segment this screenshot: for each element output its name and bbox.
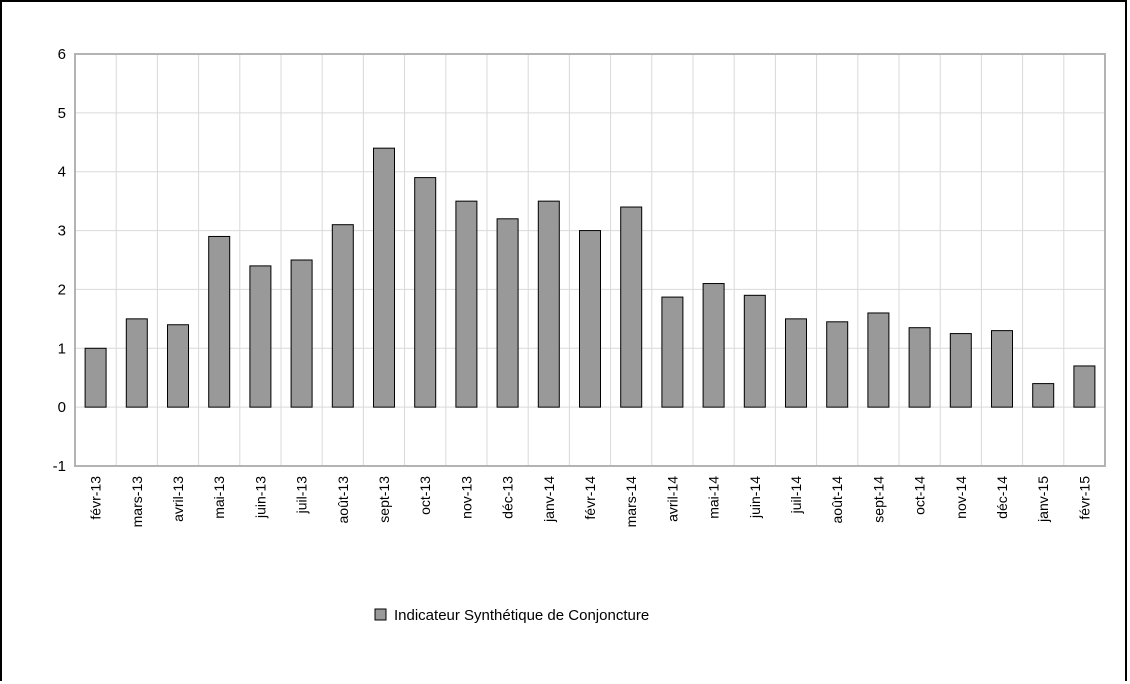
x-tick-label: déc-14 (994, 476, 1010, 519)
legend: Indicateur Synthétique de Conjoncture (374, 607, 649, 624)
bar-avril-13 (167, 324, 189, 408)
x-tick-label: sept-14 (870, 476, 886, 523)
x-tick-label: mai-14 (706, 476, 722, 519)
bar-déc-13 (496, 218, 519, 408)
x-tick-label: juil-14 (788, 476, 804, 515)
x-tick-label: sept-13 (376, 476, 392, 523)
x-axis-ticks: févr-13 mars-13 avril-13 mai-13 juin-13 juil-… (88, 476, 1093, 528)
grid (75, 53, 1105, 467)
bar-nov-13 (455, 200, 478, 408)
x-tick-label: mars-14 (623, 476, 639, 528)
x-tick-label: août-13 (335, 476, 351, 524)
x-tick-label: mars-13 (129, 476, 145, 528)
bar-févr-13 (84, 347, 107, 408)
x-tick-label: nov-13 (458, 476, 474, 519)
bar-juil-14 (785, 318, 807, 408)
bar-oct-14 (908, 327, 931, 408)
y-tick-label: 0 (58, 399, 66, 416)
y-axis-ticks: -1 0 1 2 3 4 5 6 (53, 46, 66, 475)
x-tick-label: janv-15 (1035, 476, 1051, 523)
bar-févr-14 (579, 230, 601, 408)
y-tick-label: -1 (53, 458, 66, 475)
bar-août-13 (331, 224, 354, 408)
y-tick-label: 2 (58, 281, 66, 298)
y-tick-label: 1 (58, 340, 66, 357)
x-tick-label: avril-14 (664, 476, 680, 522)
y-tick-label: 5 (58, 105, 66, 122)
x-tick-label: janv-14 (541, 476, 557, 523)
bar-mai-14 (702, 283, 725, 408)
x-tick-label: févr-13 (88, 476, 104, 520)
x-tick-label: nov-14 (953, 476, 969, 519)
bar-juin-14 (743, 294, 766, 408)
x-tick-label: juin-14 (747, 476, 763, 519)
y-tick-label: 3 (58, 223, 66, 240)
bars (84, 147, 1096, 408)
bar-juin-13 (249, 265, 272, 408)
x-tick-label: mai-13 (211, 476, 227, 519)
plot-border (74, 53, 1106, 467)
bar-janv-15 (1032, 383, 1055, 408)
bar-nov-14 (949, 333, 972, 408)
legend-swatch (374, 608, 387, 621)
bar-juil-13 (290, 259, 313, 408)
bar-mars-14 (620, 206, 643, 408)
bar-mai-13 (208, 235, 231, 408)
legend-label: Indicateur Synthétique de Conjoncture (394, 607, 649, 624)
bar-janv-14 (537, 200, 560, 408)
bar-sept-14 (867, 312, 890, 408)
x-tick-label: févr-15 (1076, 476, 1092, 520)
x-tick-label: juin-13 (252, 476, 268, 519)
bar-avril-14 (661, 296, 684, 408)
x-tick-label: juil-13 (294, 476, 310, 515)
x-tick-label: oct-13 (417, 476, 433, 515)
x-tick-label: avril-13 (170, 476, 186, 522)
x-tick-label: févr-14 (582, 476, 598, 520)
x-tick-label: oct-14 (912, 476, 928, 515)
x-tick-label: août-14 (829, 476, 845, 524)
x-tick-label: déc-13 (500, 476, 516, 519)
bar-déc-14 (991, 330, 1013, 408)
bar-sept-13 (373, 147, 395, 408)
bar-mars-13 (125, 318, 148, 408)
bar-févr-15 (1073, 365, 1096, 408)
y-tick-label: 6 (58, 46, 66, 63)
bar-août-14 (826, 321, 849, 408)
bar-oct-13 (414, 177, 437, 408)
y-tick-label: 4 (58, 164, 66, 181)
